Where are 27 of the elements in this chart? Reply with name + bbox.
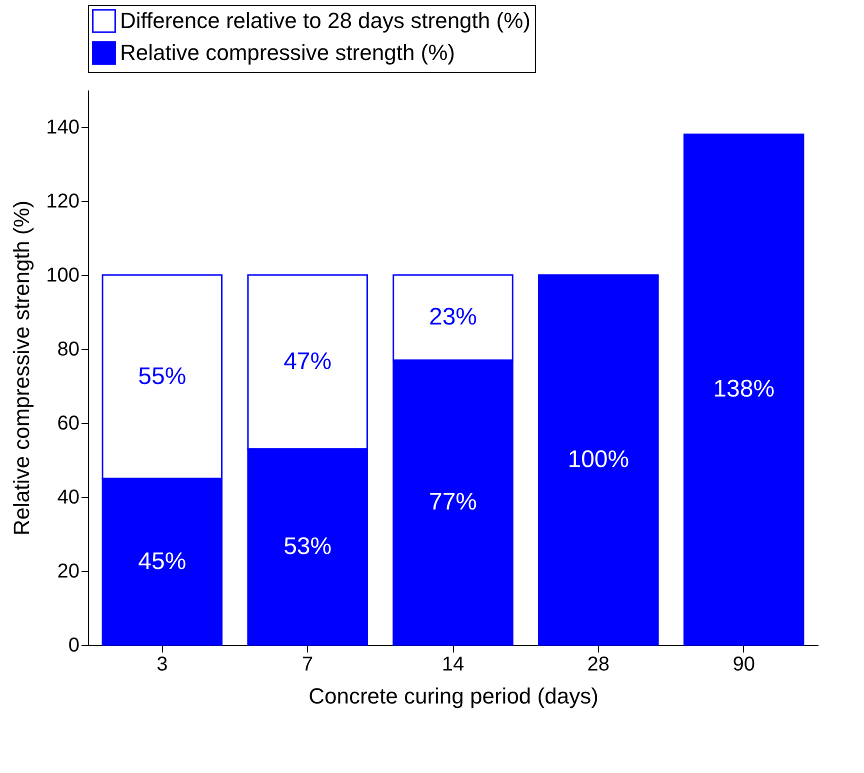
data-label: 53% — [284, 532, 332, 560]
data-label: 100% — [568, 446, 630, 473]
y-tick-label: 20 — [57, 560, 80, 582]
data-label: 138% — [713, 376, 775, 403]
data-label: 47% — [284, 348, 332, 375]
y-tick-label: 40 — [57, 486, 80, 508]
legend-label: Relative compressive strength (%) — [120, 40, 456, 65]
data-label: 45% — [138, 548, 186, 575]
bar — [683, 134, 804, 646]
data-label: 77% — [428, 488, 478, 516]
data-label: 55% — [138, 362, 186, 390]
y-tick-label: 120 — [46, 190, 80, 212]
data-label: 23% — [428, 304, 478, 331]
x-tick-label: 14 — [442, 654, 464, 676]
x-tick-label: 28 — [587, 654, 610, 676]
y-tick-label: 140 — [46, 116, 80, 138]
x-tick-label: 3 — [156, 654, 168, 676]
x-tick-label: 90 — [732, 654, 755, 676]
y-axis-title: Relative compressive strength (%) — [9, 200, 34, 536]
y-tick-label: 80 — [57, 338, 80, 360]
bar — [538, 274, 659, 646]
y-tick-label: 60 — [57, 412, 80, 434]
y-tick-label: 100 — [46, 264, 80, 286]
x-tick-label: 7 — [302, 654, 314, 676]
x-axis-title: Concrete curing period (days) — [308, 684, 598, 708]
y-tick-label: 0 — [68, 634, 80, 656]
legend-label: Difference relative to 28 days strength (%) — [120, 8, 530, 33]
